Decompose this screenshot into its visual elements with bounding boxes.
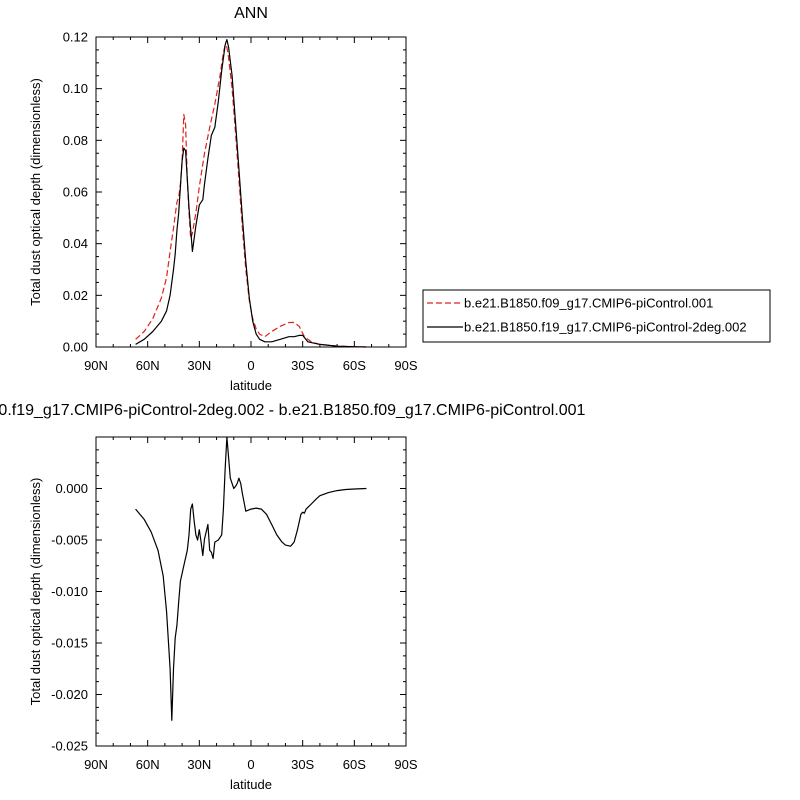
x-tick-label: 30N <box>187 358 211 373</box>
legend-box <box>422 289 771 343</box>
y-tick-label: 0.12 <box>63 30 88 45</box>
top-panel: ANN 90N 60N 30N 0 30S 60S 90S 0.00 0.02 0.04 0.06 0… <box>28 5 771 393</box>
x-tick-label: 60N <box>136 757 160 772</box>
x-tick-label: 60N <box>136 358 160 373</box>
y-axis-label: Total dust optical depth (dimensionless) <box>28 78 43 306</box>
y-tick-label: 0.08 <box>63 133 88 148</box>
series-line-2 <box>135 38 367 348</box>
x-tick-label: 90N <box>84 757 108 772</box>
x-tick-label: 90N <box>84 358 108 373</box>
y-tick-label: -0.010 <box>51 584 88 599</box>
x-tick-label: 30N <box>187 757 211 772</box>
x-tick-label: 0 <box>247 358 254 373</box>
x-tick-label: 90S <box>394 757 417 772</box>
series-line-1 <box>135 44 367 348</box>
x-axis-label: latitude <box>230 777 272 792</box>
x-axis-label: latitude <box>230 378 272 393</box>
x-tick-label: 30S <box>291 358 314 373</box>
y-axis-label: Total dust optical depth (dimensionless) <box>28 478 43 706</box>
plot-frame <box>95 36 407 348</box>
y-tick-label: -0.005 <box>51 533 88 548</box>
y-tick-label: 0.00 <box>63 340 88 355</box>
legend-entry-2: b.e21.B1850.f19_g17.CMIP6-piControl-2deg… <box>464 320 747 335</box>
y-tick-label: 0.000 <box>55 481 88 496</box>
bottom-panel: b.e21.B1850.f19_g17.CMIP6-piControl-2deg… <box>0 402 586 792</box>
y-tick-label: -0.025 <box>51 739 88 754</box>
y-tick-label: 0.04 <box>63 236 88 251</box>
x-tick-label: 30S <box>291 757 314 772</box>
y-tick-label: -0.015 <box>51 636 88 651</box>
x-tick-label: 0 <box>247 757 254 772</box>
top-chart-title: ANN <box>234 5 268 22</box>
plot-frame <box>95 436 407 747</box>
legend-entry-1: b.e21.B1850.f09_g17.CMIP6-piControl.001 <box>464 296 713 311</box>
bottom-chart-title: b.e21.B1850.f19_g17.CMIP6-piControl-2deg… <box>0 402 586 419</box>
y-tick-label: 0.10 <box>63 81 88 96</box>
y-tick-label: 0.02 <box>63 288 88 303</box>
x-tick-label: 90S <box>394 358 417 373</box>
y-tick-label: -0.020 <box>51 687 88 702</box>
y-tick-label: 0.06 <box>63 185 88 200</box>
series-line-1 <box>135 436 367 721</box>
x-tick-label: 60S <box>343 757 366 772</box>
x-tick-label: 60S <box>343 358 366 373</box>
